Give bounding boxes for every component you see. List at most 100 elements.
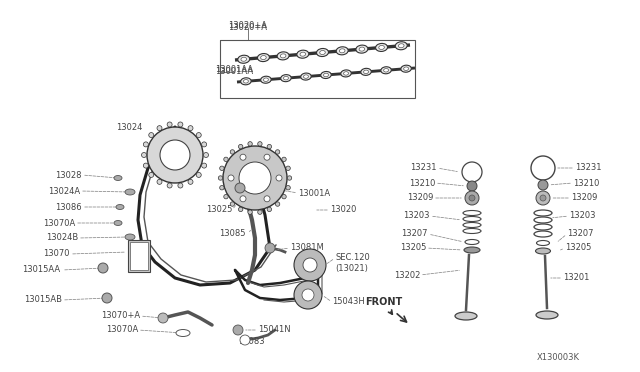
Circle shape (286, 186, 291, 190)
Ellipse shape (399, 44, 404, 48)
Ellipse shape (383, 68, 388, 72)
Circle shape (538, 180, 548, 190)
Circle shape (462, 162, 482, 182)
Ellipse shape (260, 55, 266, 60)
Ellipse shape (243, 80, 248, 83)
Text: 13209: 13209 (406, 193, 433, 202)
Circle shape (188, 179, 193, 185)
Circle shape (224, 157, 228, 161)
Ellipse shape (125, 189, 135, 195)
Circle shape (540, 195, 546, 201)
Ellipse shape (401, 65, 412, 72)
Text: 13024A: 13024A (48, 186, 80, 196)
Text: 13207: 13207 (401, 230, 428, 238)
Ellipse shape (260, 76, 271, 83)
Ellipse shape (176, 330, 190, 337)
Circle shape (143, 142, 148, 147)
Text: 13028: 13028 (56, 170, 82, 180)
Circle shape (240, 154, 246, 160)
Text: 13231: 13231 (575, 164, 602, 173)
Ellipse shape (321, 71, 332, 78)
Circle shape (102, 293, 112, 303)
Circle shape (302, 289, 314, 301)
Text: 13001AA: 13001AA (215, 65, 253, 74)
Text: 13025: 13025 (205, 205, 232, 215)
Circle shape (157, 126, 162, 131)
Circle shape (167, 122, 172, 127)
Circle shape (303, 258, 317, 272)
Circle shape (536, 191, 550, 205)
Text: 13202: 13202 (394, 270, 420, 279)
Text: 13020: 13020 (330, 205, 356, 215)
Circle shape (248, 142, 252, 146)
Ellipse shape (300, 52, 306, 56)
Ellipse shape (339, 49, 345, 53)
Ellipse shape (238, 55, 250, 63)
Circle shape (98, 263, 108, 273)
Circle shape (240, 335, 250, 345)
Ellipse shape (324, 73, 328, 77)
Ellipse shape (277, 52, 289, 60)
Ellipse shape (376, 44, 388, 51)
Text: 13020+A: 13020+A (228, 20, 268, 29)
Circle shape (223, 146, 287, 210)
Circle shape (265, 243, 275, 253)
Circle shape (467, 181, 477, 191)
Ellipse shape (320, 51, 325, 55)
Text: 13210: 13210 (408, 179, 435, 187)
Ellipse shape (317, 48, 328, 57)
Circle shape (282, 195, 286, 199)
Ellipse shape (284, 76, 289, 80)
Circle shape (178, 183, 183, 188)
Ellipse shape (301, 73, 311, 80)
Circle shape (258, 142, 262, 146)
Circle shape (248, 210, 252, 214)
Ellipse shape (536, 248, 550, 254)
Ellipse shape (536, 311, 558, 319)
Ellipse shape (241, 57, 246, 61)
Circle shape (275, 202, 280, 206)
Text: 13070+A: 13070+A (101, 311, 140, 321)
Circle shape (220, 166, 224, 170)
Text: 13231: 13231 (410, 164, 437, 173)
Circle shape (143, 163, 148, 168)
Text: 13001A: 13001A (298, 189, 330, 198)
Ellipse shape (280, 54, 286, 58)
Circle shape (282, 157, 286, 161)
Circle shape (239, 162, 271, 194)
Ellipse shape (396, 42, 407, 50)
Text: 13081M: 13081M (290, 244, 324, 253)
Circle shape (224, 195, 228, 199)
Text: 13024: 13024 (116, 122, 142, 131)
Text: 13210: 13210 (573, 179, 600, 187)
Circle shape (267, 207, 271, 212)
Circle shape (141, 153, 147, 157)
Circle shape (465, 191, 479, 205)
Bar (128, 240, 150, 272)
Ellipse shape (257, 54, 269, 62)
Text: 13020+A: 13020+A (228, 23, 268, 32)
Circle shape (469, 195, 475, 201)
Circle shape (239, 207, 243, 212)
Text: 13201: 13201 (563, 273, 589, 282)
Ellipse shape (264, 78, 268, 81)
Bar (130, 242, 148, 270)
Circle shape (202, 163, 207, 168)
Circle shape (294, 249, 326, 281)
Circle shape (148, 173, 154, 177)
Circle shape (160, 140, 190, 170)
Ellipse shape (336, 47, 348, 55)
Ellipse shape (359, 47, 365, 51)
Text: 13086: 13086 (56, 202, 82, 212)
Circle shape (286, 166, 291, 170)
Ellipse shape (114, 176, 122, 180)
Ellipse shape (381, 67, 391, 74)
Ellipse shape (241, 78, 251, 85)
Circle shape (294, 281, 322, 309)
Circle shape (202, 142, 207, 147)
Text: 13015AA: 13015AA (22, 266, 60, 275)
Ellipse shape (340, 70, 351, 77)
Circle shape (287, 176, 292, 180)
Ellipse shape (379, 45, 385, 49)
Circle shape (258, 210, 262, 214)
